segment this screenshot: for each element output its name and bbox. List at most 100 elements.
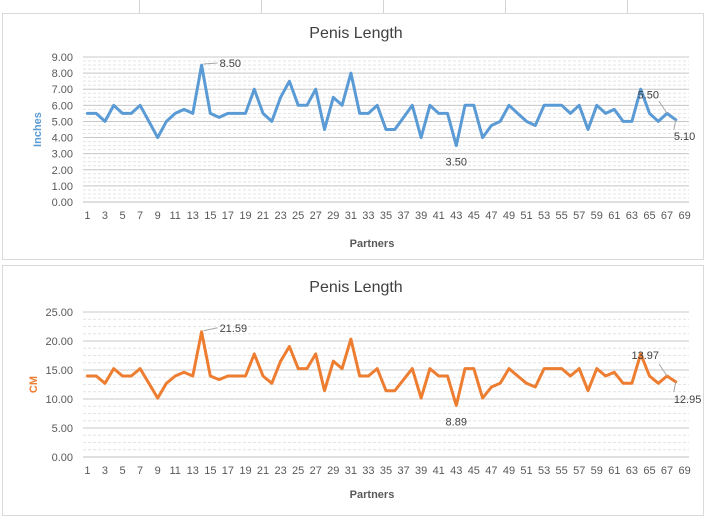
- data-point: [235, 111, 239, 115]
- data-point: [463, 103, 467, 107]
- data-point: [586, 389, 590, 393]
- data-point: [612, 370, 616, 374]
- y-tick-label: 3.00: [52, 149, 73, 161]
- y-axis-title: Inches: [32, 112, 44, 147]
- data-point: [560, 367, 564, 371]
- data-point: [252, 352, 256, 356]
- data-point: [200, 330, 204, 334]
- x-tick-label: 31: [345, 465, 357, 477]
- data-point: [516, 374, 520, 378]
- data-point: [261, 374, 265, 378]
- data-point: [375, 367, 379, 371]
- x-tick-label: 25: [292, 465, 304, 477]
- x-tick-label: 29: [327, 465, 339, 477]
- x-tick-label: 59: [591, 210, 603, 222]
- x-tick-label: 41: [433, 465, 445, 477]
- x-tick-label: 55: [556, 465, 568, 477]
- data-point: [402, 378, 406, 382]
- data-point: [138, 103, 142, 107]
- data-point: [568, 374, 572, 378]
- data-label: 8.50: [220, 58, 241, 70]
- x-tick-label: 15: [204, 210, 216, 222]
- x-tick-label: 61: [608, 210, 620, 222]
- data-label: 13.97: [632, 350, 660, 362]
- data-point: [156, 136, 160, 140]
- data-point: [349, 71, 353, 75]
- x-tick-label: 69: [678, 465, 690, 477]
- chart-cm[interactable]: Penis Length 0.00 5.00 10.00 15.00 20.00 25.00…: [2, 265, 704, 516]
- data-point: [630, 381, 634, 385]
- data-point: [103, 381, 107, 385]
- data-point: [85, 374, 89, 378]
- data-point: [182, 107, 186, 111]
- data-point: [393, 128, 397, 132]
- data-point: [94, 374, 98, 378]
- x-tick-label: 3: [102, 465, 108, 477]
- data-point: [156, 396, 160, 400]
- x-tick-label: 59: [591, 465, 603, 477]
- x-tick-label: 19: [239, 465, 251, 477]
- x-tick-label: 49: [503, 465, 515, 477]
- data-point: [489, 385, 493, 389]
- data-point: [129, 111, 133, 115]
- y-tick-label: 7.00: [52, 84, 73, 96]
- data-point: [129, 374, 133, 378]
- x-tick-label: 45: [468, 210, 480, 222]
- data-point: [349, 337, 353, 341]
- data-point: [314, 87, 318, 91]
- data-point: [173, 374, 177, 378]
- x-tick-label: 5: [119, 465, 125, 477]
- data-point: [305, 367, 309, 371]
- data-point: [340, 367, 344, 371]
- data-point: [208, 374, 212, 378]
- x-tick-label: 13: [187, 465, 199, 477]
- data-point: [340, 103, 344, 107]
- x-tick-label: 33: [362, 210, 374, 222]
- data-label: 8.89: [446, 416, 467, 428]
- data-point: [147, 119, 151, 123]
- data-point: [287, 79, 291, 83]
- data-point: [85, 111, 89, 115]
- grid-line: [383, 0, 384, 14]
- data-point: [323, 128, 327, 132]
- x-tick-label: 19: [239, 210, 251, 222]
- x-tick-label: 29: [327, 210, 339, 222]
- data-point: [551, 367, 555, 371]
- x-axis-title: Partners: [350, 489, 395, 501]
- x-tick-label: 47: [485, 210, 497, 222]
- x-tick-label: 39: [415, 210, 427, 222]
- data-label-leader: [658, 363, 668, 377]
- data-point: [331, 359, 335, 363]
- data-point: [226, 374, 230, 378]
- data-point: [542, 367, 546, 371]
- x-tick-label: 49: [503, 210, 515, 222]
- data-point: [656, 381, 660, 385]
- data-label-leader: [658, 101, 668, 114]
- data-point: [314, 352, 318, 356]
- x-tick-label: 55: [556, 210, 568, 222]
- x-tick-label: 27: [310, 210, 322, 222]
- data-point: [296, 103, 300, 107]
- data-point: [621, 119, 625, 123]
- data-point: [217, 378, 221, 382]
- data-point: [103, 119, 107, 123]
- data-point: [428, 367, 432, 371]
- data-point: [375, 103, 379, 107]
- data-point: [191, 111, 195, 115]
- data-point: [604, 111, 608, 115]
- x-tick-label: 17: [222, 210, 234, 222]
- data-point: [621, 381, 625, 385]
- data-point: [630, 119, 634, 123]
- data-point: [612, 107, 616, 111]
- chart-inches[interactable]: Penis Length 0.00 1.00 2.00 3.00 4.00 5.00 6.00…: [2, 13, 704, 260]
- data-point: [472, 367, 476, 371]
- x-tick-label: 23: [274, 210, 286, 222]
- y-tick-label: 9.00: [52, 52, 73, 64]
- data-point: [595, 367, 599, 371]
- x-tick-label: 21: [257, 465, 269, 477]
- data-point: [182, 370, 186, 374]
- data-point: [419, 396, 423, 400]
- data-point: [323, 389, 327, 393]
- x-tick-label: 41: [433, 210, 445, 222]
- x-tick-label: 47: [485, 465, 497, 477]
